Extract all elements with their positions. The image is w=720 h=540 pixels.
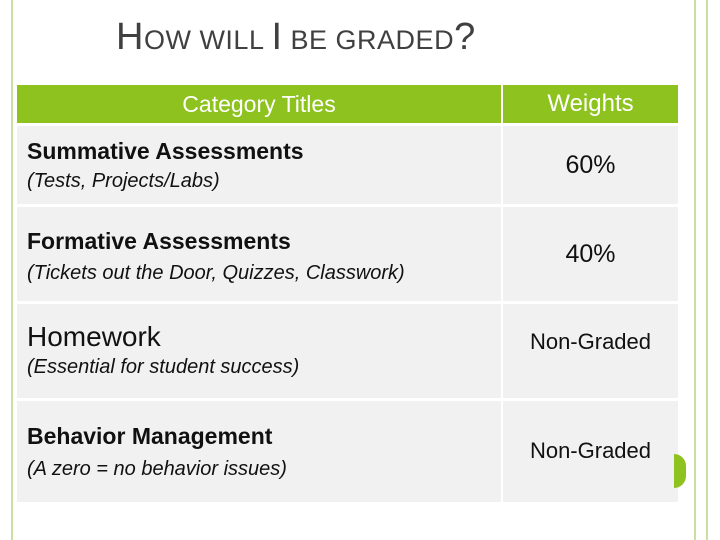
weight-cell: 60% [502, 123, 678, 206]
title-part: OW WILL [143, 25, 272, 55]
table-row: Summative Assessments (Tests, Projects/L… [17, 123, 678, 206]
weight-cell: Non-Graded [502, 398, 678, 502]
category-detail: (Tickets out the Door, Quizzes, Classwor… [27, 262, 405, 285]
right-rail-outer [706, 0, 708, 540]
header-weights: Weights [502, 85, 678, 125]
weight-cell: 40% [502, 204, 678, 303]
weight-value: 60% [565, 150, 616, 179]
category-cell: Summative Assessments (Tests, Projects/L… [17, 123, 503, 206]
slide-title: HOW WILL I BE GRADED? [116, 16, 476, 59]
title-part: H [116, 16, 144, 58]
header-category-titles: Category Titles [17, 85, 503, 125]
page-badge [674, 454, 686, 488]
category-title: Summative Assessments [27, 138, 304, 164]
category-title: Formative Assessments [27, 228, 291, 254]
header-row: Category Titles Weights [17, 85, 678, 125]
weight-cell: Non-Graded [502, 301, 678, 400]
grading-table: Category Titles Weights Summative Assess… [17, 85, 678, 502]
title-part: BE GRADED [282, 25, 455, 55]
category-detail: (Tests, Projects/Labs) [27, 170, 220, 193]
category-title: Homework [27, 321, 161, 352]
category-title: Behavior Management [27, 423, 273, 449]
table-row: Formative Assessments (Tickets out the D… [17, 204, 678, 303]
table-row: Homework (Essential for student success)… [17, 301, 678, 400]
title-part: ? [454, 16, 476, 58]
title-part: I [271, 16, 283, 58]
category-cell: Behavior Management (A zero = no behavio… [17, 398, 503, 502]
table-row: Behavior Management (A zero = no behavio… [17, 398, 678, 502]
category-cell: Formative Assessments (Tickets out the D… [17, 204, 503, 303]
category-detail: (A zero = no behavior issues) [27, 458, 287, 481]
weight-value: 40% [565, 239, 616, 268]
category-detail: (Essential for student success) [27, 356, 300, 379]
left-rail [11, 0, 13, 540]
weight-value: Non-Graded [529, 438, 652, 464]
category-cell: Homework (Essential for student success) [17, 301, 503, 400]
weight-value: Non-Graded [529, 329, 652, 354]
right-rail-inner [694, 0, 696, 540]
